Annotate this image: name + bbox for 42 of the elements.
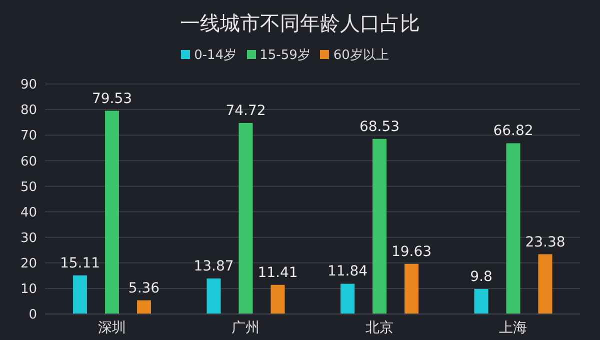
- legend-label: 15-59岁: [260, 48, 310, 63]
- bar: [73, 275, 87, 314]
- data-label: 11.84: [327, 264, 368, 280]
- bar: [474, 288, 488, 314]
- legend-label: 0-14岁: [194, 48, 237, 63]
- x-tick-label: 北京: [365, 320, 394, 336]
- y-tick-label: 40: [20, 205, 37, 220]
- data-label: 66.82: [493, 123, 534, 140]
- bar: [340, 284, 354, 314]
- chart-title: 一线城市不同年龄人口占比: [179, 10, 421, 37]
- bar: [270, 284, 285, 314]
- data-label: 23.38: [525, 234, 566, 250]
- data-label: 68.53: [359, 118, 400, 135]
- bar: [206, 278, 221, 314]
- y-tick-label: 20: [20, 256, 37, 272]
- data-label: 19.63: [391, 244, 432, 260]
- x-tick-label: 上海: [499, 320, 528, 336]
- y-tick-label: 80: [20, 103, 37, 118]
- x-tick-label: 广州: [232, 320, 260, 336]
- y-tick-label: 70: [20, 128, 37, 144]
- data-label: 13.87: [194, 258, 234, 275]
- bar: [538, 254, 552, 314]
- bar: [506, 143, 520, 314]
- bar: [137, 300, 151, 314]
- y-tick-label: 30: [20, 230, 37, 246]
- data-label: 5.36: [128, 280, 160, 296]
- bar: [372, 138, 386, 314]
- data-label: 15.11: [60, 255, 100, 272]
- y-tick-label: 10: [20, 282, 37, 298]
- legend-label: 60岁以上: [333, 48, 389, 63]
- y-tick-label: 50: [20, 180, 37, 195]
- data-label: 9.8: [470, 268, 492, 285]
- bar: [238, 123, 253, 314]
- x-tick-label: 深圳: [98, 320, 126, 336]
- data-label: 74.72: [226, 103, 266, 120]
- bar: [404, 264, 418, 314]
- data-label: 79.53: [92, 90, 132, 107]
- bar: [105, 110, 119, 314]
- y-tick-label: 90: [20, 78, 37, 93]
- y-tick-label: 60: [20, 154, 37, 170]
- y-tick-label: 0: [28, 308, 37, 323]
- data-label: 11.41: [258, 264, 298, 281]
